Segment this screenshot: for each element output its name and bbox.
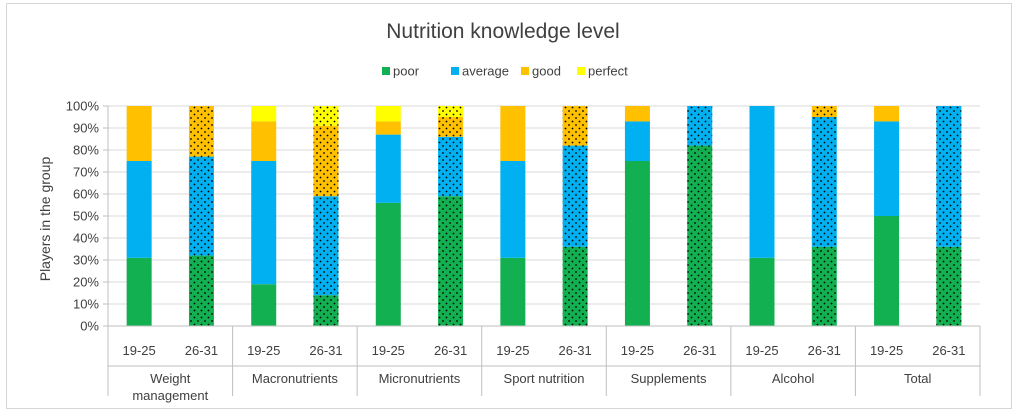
x-tick-label: 26-31 (434, 343, 467, 358)
bar-segment-poor (874, 216, 900, 326)
bar-segment-perfect (375, 106, 401, 122)
bar-segment-average (624, 121, 650, 161)
bar-segment-average (749, 106, 775, 258)
group-label: Supplements (631, 371, 707, 386)
bar-segment-good (375, 121, 401, 135)
bar-segment-perfect (251, 106, 277, 122)
legend-swatch-poor (382, 67, 390, 75)
bar-segment-good (251, 121, 277, 161)
chart-title: Nutrition knowledge level (386, 20, 619, 43)
bar-pattern-overlay (188, 156, 214, 256)
x-tick-label: 19-25 (372, 343, 405, 358)
bar-pattern-overlay (313, 295, 339, 326)
bar-segment-good (624, 106, 650, 122)
group-label: Weight (150, 371, 191, 386)
bar-pattern-overlay (438, 106, 464, 117)
bars (126, 106, 962, 326)
bar-pattern-overlay (313, 196, 339, 296)
y-tick-label: 80% (73, 143, 99, 158)
x-tick-label: 26-31 (932, 343, 965, 358)
x-axis: 19-25 26-31 Weight management 19-25 26-31 Macr… (107, 106, 981, 403)
y-tick-label: 20% (73, 275, 99, 290)
gridlines (108, 105, 980, 327)
x-tick-label: 19-25 (247, 343, 280, 358)
x-tick-label: 26-31 (309, 343, 342, 358)
bar-segment-poor (375, 202, 401, 326)
legend: poor average good perfect (382, 64, 628, 79)
y-tick-label: 70% (73, 165, 99, 180)
y-tick-label: 100% (66, 99, 100, 114)
bar-pattern-overlay (188, 106, 214, 157)
bar-pattern-overlay (438, 136, 464, 197)
y-tick-label: 10% (73, 297, 99, 312)
bar-segment-average (251, 161, 277, 285)
y-axis-ticks: 0% 10% 20% 30% 40% 50% 60% 70% 80% 90% 100% (66, 99, 108, 334)
group-label: Macronutrients (252, 371, 338, 386)
legend-label-perfect: perfect (588, 64, 628, 79)
x-tick-label: 19-25 (745, 343, 778, 358)
bar-pattern-overlay (811, 117, 837, 247)
bar-pattern-overlay (313, 106, 339, 126)
y-tick-label: 30% (73, 253, 99, 268)
stacked-bar-chart: Nutrition knowledge level poor average goo… (37, 20, 981, 403)
bar-segment-average (500, 161, 526, 258)
y-tick-label: 0% (80, 319, 99, 334)
bar-pattern-overlay (562, 246, 588, 326)
bar-pattern-overlay (562, 106, 588, 146)
group-label: Total (904, 371, 932, 386)
bar-segment-average (126, 161, 152, 258)
group-label: management (132, 388, 208, 403)
chart-frame: Nutrition knowledge level poor average goo… (6, 3, 1012, 409)
bar-pattern-overlay (687, 145, 713, 326)
legend-label-good: good (532, 64, 561, 79)
bar-segment-poor (749, 257, 775, 326)
bar-pattern-overlay (313, 125, 339, 197)
x-tick-label: 26-31 (185, 343, 218, 358)
legend-swatch-good (521, 67, 529, 75)
y-axis-label: Players in the group (37, 157, 53, 282)
group-label: Micronutrients (379, 371, 461, 386)
x-tick-label: 26-31 (683, 343, 716, 358)
bar-segment-poor (500, 257, 526, 326)
bar-pattern-overlay (438, 117, 464, 137)
bar-segment-good (874, 106, 900, 122)
bar-pattern-overlay (562, 145, 588, 247)
bar-pattern-overlay (936, 106, 962, 247)
x-tick-label: 19-25 (496, 343, 529, 358)
bar-pattern-overlay (687, 106, 713, 146)
y-tick-label: 60% (73, 187, 99, 202)
y-tick-label: 40% (73, 231, 99, 246)
bar-pattern-overlay (188, 255, 214, 326)
bar-segment-poor (251, 284, 277, 326)
bar-segment-good (500, 106, 526, 161)
legend-swatch-perfect (577, 67, 585, 75)
x-tick-label: 26-31 (559, 343, 592, 358)
legend-label-average: average (462, 64, 509, 79)
bar-pattern-overlay (438, 196, 464, 326)
group-label: Sport nutrition (504, 371, 585, 386)
bar-pattern-overlay (936, 246, 962, 326)
group-label: Alcohol (772, 371, 815, 386)
x-tick-label: 19-25 (870, 343, 903, 358)
bar-segment-good (126, 106, 152, 161)
legend-label-poor: poor (393, 64, 420, 79)
x-tick-label: 26-31 (808, 343, 841, 358)
y-tick-label: 90% (73, 121, 99, 136)
bar-segment-average (874, 121, 900, 216)
bar-segment-poor (126, 257, 152, 326)
y-tick-label: 50% (73, 209, 99, 224)
bar-pattern-overlay (811, 246, 837, 326)
bar-pattern-overlay (811, 106, 837, 117)
x-tick-label: 19-25 (621, 343, 654, 358)
bar-segment-poor (624, 161, 650, 326)
x-tick-label: 19-25 (123, 343, 156, 358)
legend-swatch-average (451, 67, 459, 75)
bar-segment-average (375, 134, 401, 203)
